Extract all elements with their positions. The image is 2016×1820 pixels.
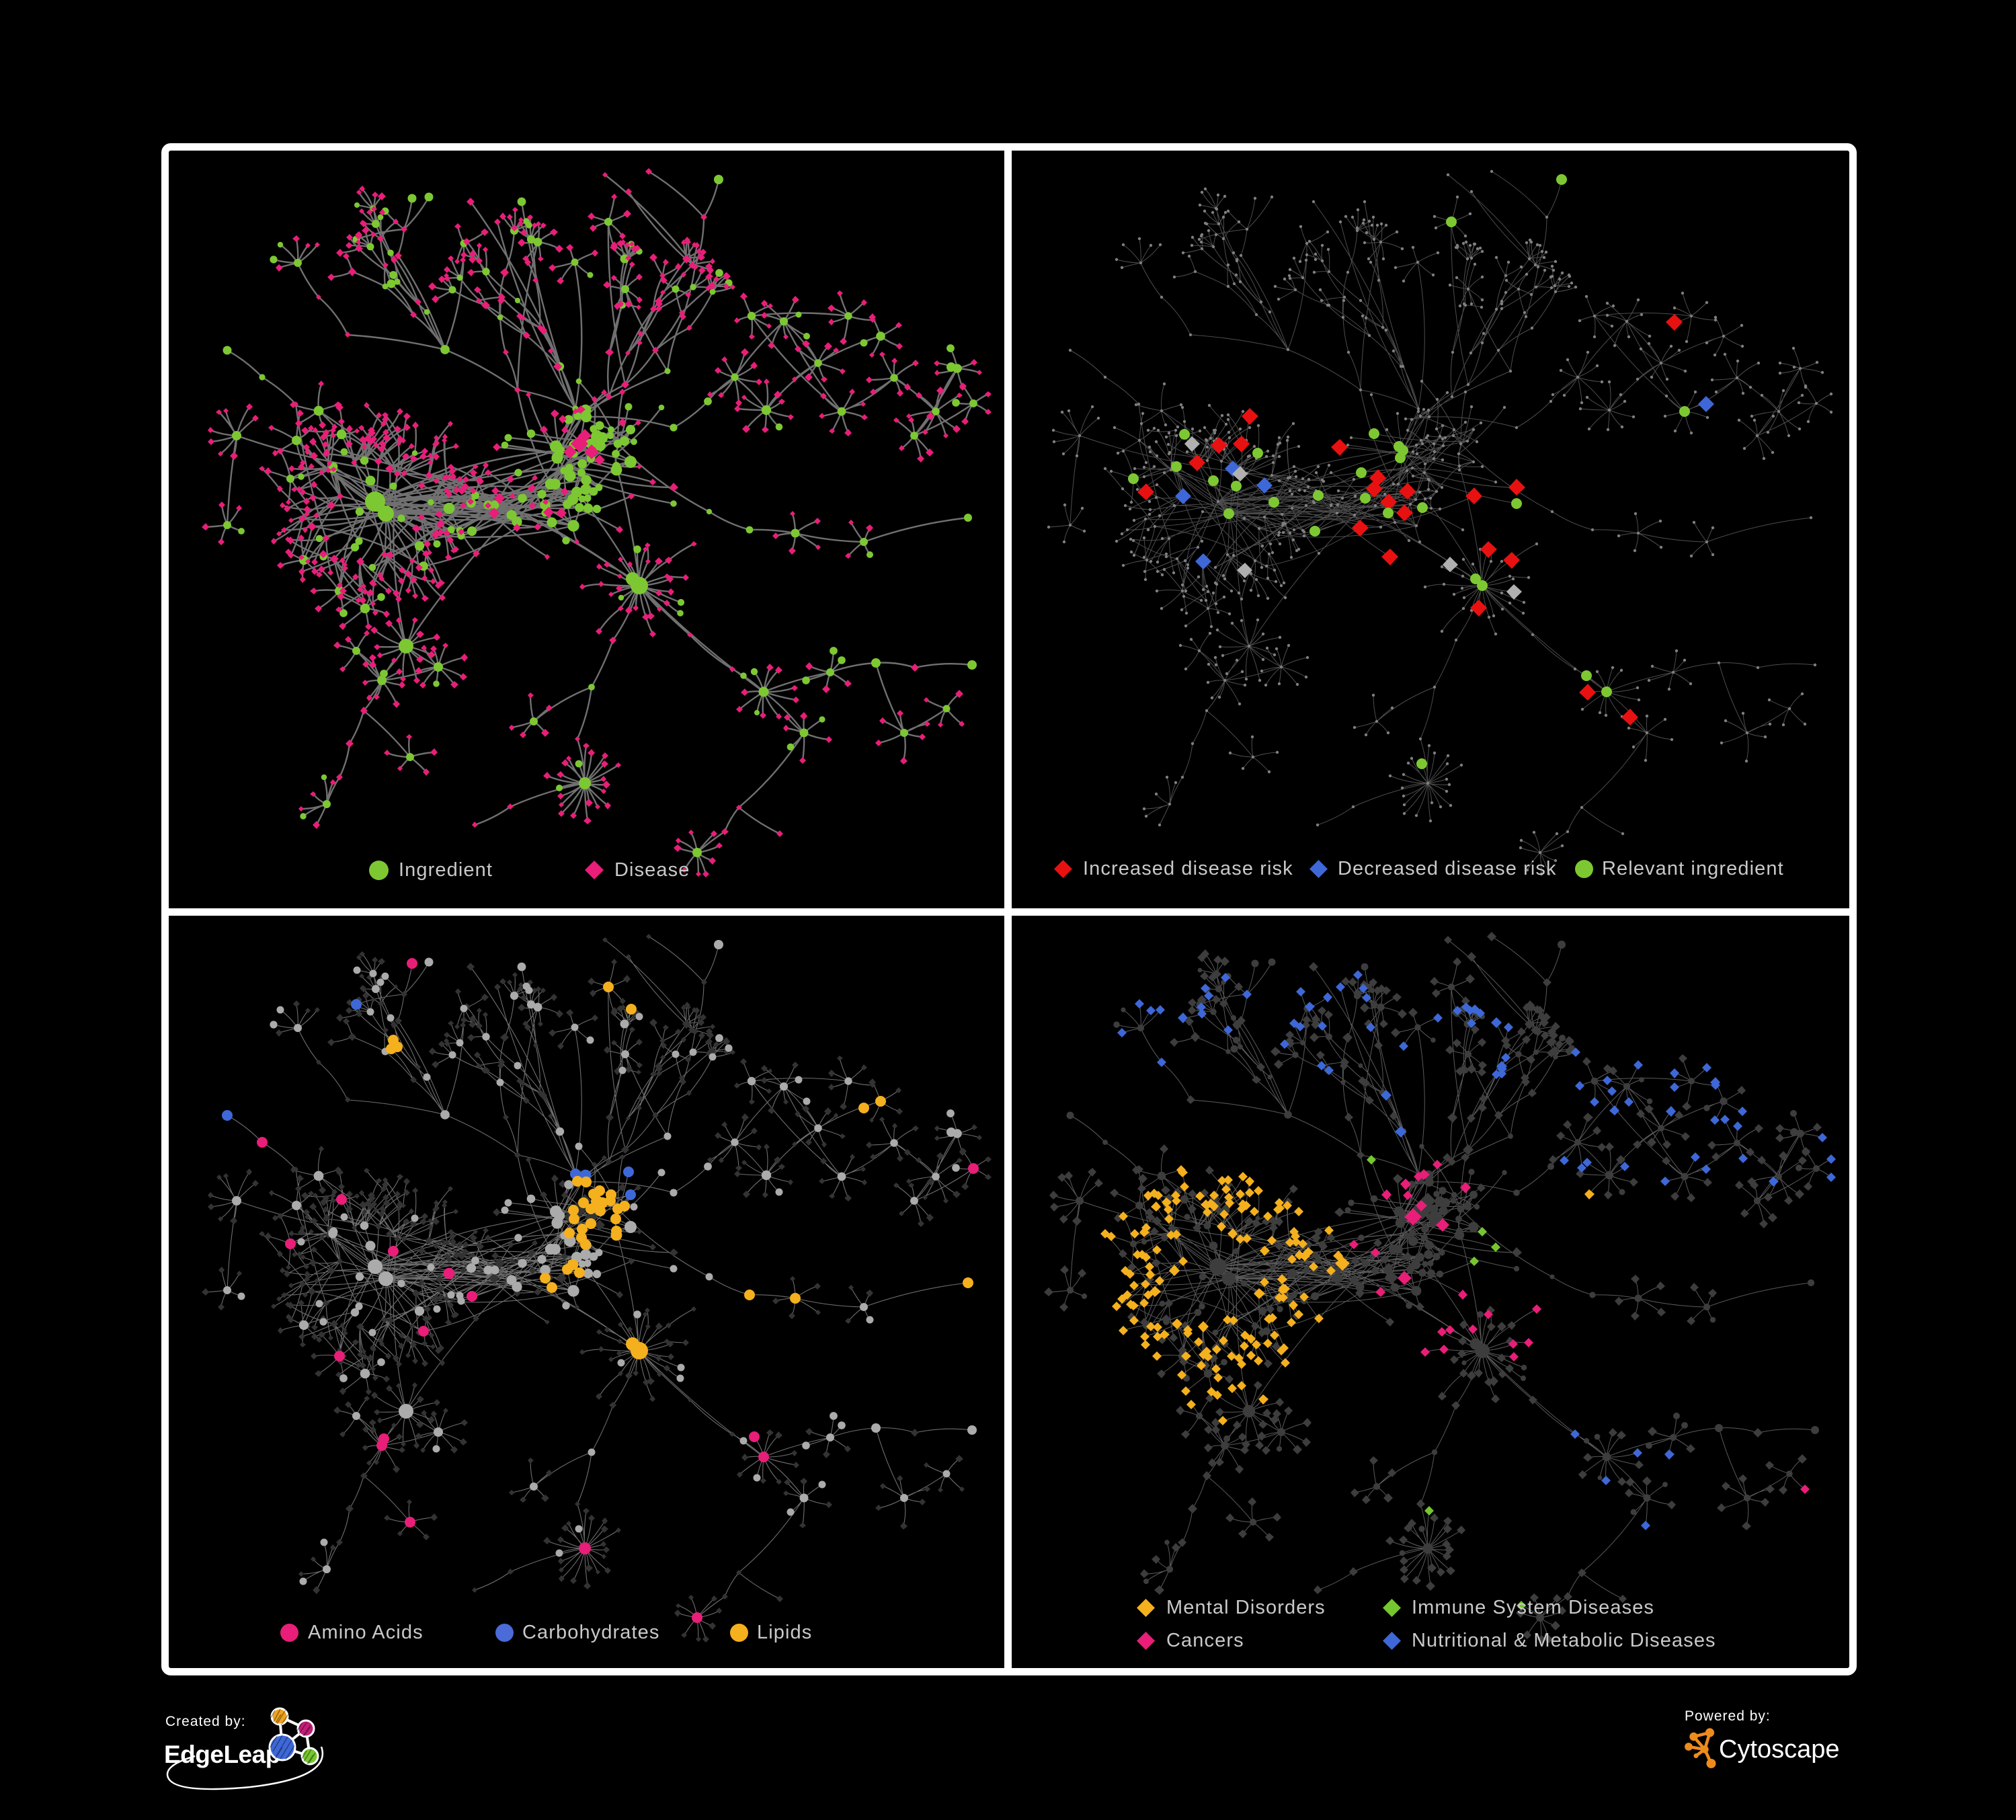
svg-text:Created by:: Created by: bbox=[165, 1714, 246, 1729]
svg-text:EdgeLeap: EdgeLeap bbox=[164, 1741, 280, 1768]
svg-text:Powered by:: Powered by: bbox=[1685, 1708, 1771, 1724]
svg-text:Cytoscape: Cytoscape bbox=[1719, 1735, 1840, 1764]
